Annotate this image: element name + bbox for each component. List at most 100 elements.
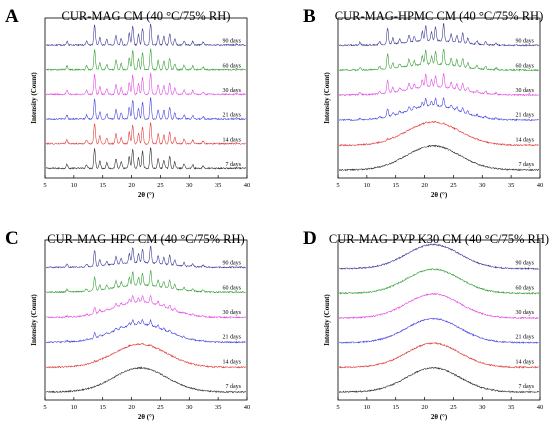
series-line-30-days xyxy=(338,73,539,97)
series-line-60-days xyxy=(45,270,246,294)
series-line-21-days xyxy=(338,97,539,122)
x-tick-label: 15 xyxy=(392,182,399,189)
panel-letter: B xyxy=(303,6,316,27)
x-tick-label: 35 xyxy=(215,182,222,189)
series-label: 21 days xyxy=(223,113,242,119)
x-axis-label: 2θ (°) xyxy=(431,413,448,421)
x-tick-label: 10 xyxy=(71,182,78,189)
panel-title: CUR-MAG-PVP K30 CM (40 °C/75% RH) xyxy=(329,232,549,246)
x-tick-label: 30 xyxy=(479,182,486,189)
y-axis-label: Intensity (Count) xyxy=(323,72,331,124)
x-tick-label: 30 xyxy=(186,404,193,411)
plot-frame xyxy=(44,239,248,401)
series-label: 90 days xyxy=(516,261,535,267)
series-line-30-days xyxy=(45,72,246,96)
series-label: 14 days xyxy=(223,137,242,143)
series-line-21-days xyxy=(46,96,246,121)
series-line-14-days xyxy=(45,122,246,146)
x-tick-label: 25 xyxy=(450,182,457,189)
series-label: 21 days xyxy=(516,335,535,341)
x-tick-label: 20 xyxy=(128,404,135,411)
series-label: 30 days xyxy=(223,310,242,316)
series-label: 7 days xyxy=(226,384,242,390)
series-line-90-days xyxy=(338,22,539,48)
panel-title: CUR-MAG CM (40 °C/75% RH) xyxy=(62,9,231,23)
panel-letter: C xyxy=(5,228,19,249)
series-line-21-days xyxy=(339,317,539,345)
series-line-21-days xyxy=(45,318,246,344)
series-label: 21 days xyxy=(516,113,535,119)
series-label: 30 days xyxy=(223,88,242,94)
x-tick-label: 35 xyxy=(508,182,515,189)
chart-panel-d: D CUR-MAG-PVP K30 CM (40 °C/75% RH) 5 10 15 2… xyxy=(303,228,549,421)
x-tick-label: 10 xyxy=(71,404,78,411)
plot-frame xyxy=(337,17,541,179)
series-label: 7 days xyxy=(519,384,535,390)
x-axis-label: 2θ (°) xyxy=(138,191,155,199)
series-line-90-days xyxy=(46,23,246,47)
x-tick-label: 5 xyxy=(336,404,339,411)
x-tick-label: 20 xyxy=(421,404,428,411)
chart-panel-c: C CUR-MAG-HPC CM (40 °C/75% RH) 5 10 15 20 25 3… xyxy=(5,228,250,421)
panel-title: CUR-MAG-HPC CM (40 °C/75% RH) xyxy=(47,232,244,246)
series-label: 60 days xyxy=(516,285,535,291)
series-line-7-days xyxy=(46,366,246,394)
x-tick-label: 10 xyxy=(364,182,371,189)
series-label: 90 days xyxy=(516,39,535,45)
x-tick-label: 10 xyxy=(364,404,371,411)
series-line-60-days xyxy=(338,268,539,295)
x-tick-label: 25 xyxy=(450,404,457,411)
x-axis-label: 2θ (°) xyxy=(138,413,155,421)
panel-letter: A xyxy=(5,6,19,27)
series-label: 90 days xyxy=(223,261,242,267)
series-label: 7 days xyxy=(226,162,242,168)
series-label: 60 days xyxy=(516,63,535,69)
x-tick-label: 40 xyxy=(244,182,251,189)
plot-frame xyxy=(337,239,541,401)
series-line-90-days xyxy=(45,245,246,269)
x-tick-label: 5 xyxy=(43,404,46,411)
series-line-60-days xyxy=(46,48,246,72)
series-label: 90 days xyxy=(223,39,242,45)
chart-panel-a: A CUR-MAG CM (40 °C/75% RH) 5 10 15 20 25 30 35 4… xyxy=(5,6,250,199)
x-tick-label: 35 xyxy=(215,404,222,411)
series-line-14-days xyxy=(339,120,539,147)
x-tick-label: 15 xyxy=(99,182,106,189)
x-tick-label: 40 xyxy=(537,404,544,411)
x-tick-label: 15 xyxy=(99,404,106,411)
series-line-60-days xyxy=(339,48,539,72)
x-tick-label: 35 xyxy=(508,404,515,411)
x-tick-label: 20 xyxy=(128,182,135,189)
series-label: 21 days xyxy=(223,335,242,341)
x-tick-label: 25 xyxy=(157,182,164,189)
series-label: 30 days xyxy=(516,310,535,316)
series-label: 60 days xyxy=(223,63,242,69)
series-line-7-days xyxy=(338,144,539,172)
x-tick-label: 30 xyxy=(186,182,193,189)
x-axis-label: 2θ (°) xyxy=(431,191,448,199)
x-tick-label: 30 xyxy=(479,404,486,411)
series-label: 60 days xyxy=(223,285,242,291)
series-label: 14 days xyxy=(516,359,535,365)
series-label: 14 days xyxy=(516,137,535,143)
x-tick-label: 20 xyxy=(421,182,428,189)
x-tick-label: 5 xyxy=(43,182,46,189)
series-label: 7 days xyxy=(519,162,535,168)
series-line-30-days xyxy=(46,294,246,319)
chart-panel-b: B CUR-MAG-HPMC CM (40 °C/75% RH) 5 10 15 20 25… xyxy=(303,6,543,199)
y-axis-label: Intensity (Count) xyxy=(30,72,38,124)
x-tick-label: 5 xyxy=(336,182,339,189)
panel-title: CUR-MAG-HPMC CM (40 °C/75% RH) xyxy=(335,9,544,23)
series-line-7-days xyxy=(45,147,246,171)
x-tick-label: 15 xyxy=(392,404,399,411)
x-tick-label: 40 xyxy=(244,404,251,411)
series-line-7-days xyxy=(338,366,539,394)
x-tick-label: 40 xyxy=(537,182,544,189)
series-line-14-days xyxy=(46,342,246,369)
y-axis-label: Intensity (Count) xyxy=(323,294,331,346)
series-line-90-days xyxy=(339,243,539,271)
series-label: 14 days xyxy=(223,359,242,365)
x-tick-label: 25 xyxy=(157,404,164,411)
panel-letter: D xyxy=(303,228,317,249)
